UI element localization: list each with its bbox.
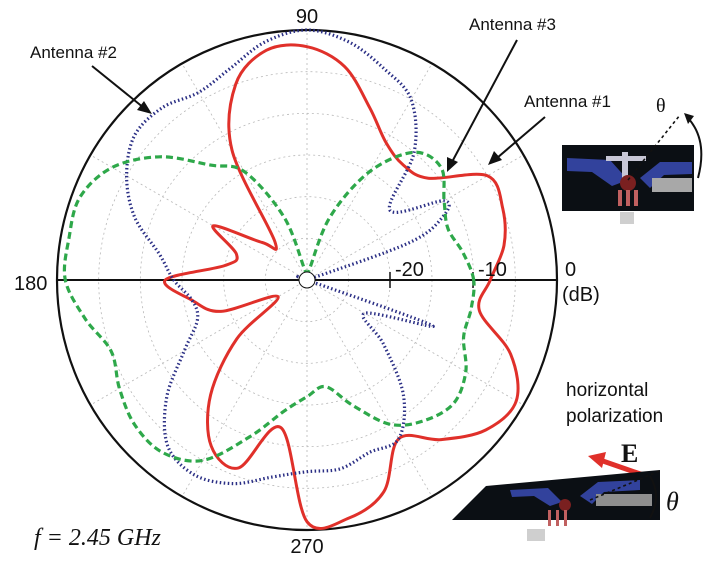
- series-layer: [62, 28, 520, 530]
- frequency-annotation: f = 2.45 GHz: [34, 525, 162, 551]
- arrowhead-antenna-2: [137, 101, 152, 114]
- radial-unit-label: (dB): [562, 284, 600, 306]
- theta-arc-top: [687, 117, 703, 179]
- electric-field-arrowhead: [588, 452, 606, 468]
- legend-label-antenna-1: Antenna #1: [524, 92, 611, 111]
- angle-label-0: 0: [565, 259, 576, 281]
- grid-spoke: [306, 154, 524, 281]
- arrowhead-antenna-1: [488, 151, 502, 165]
- angle-label-270: 270: [290, 536, 323, 558]
- arrow-antenna-2: [91, 65, 145, 109]
- series-antenna-2: [125, 28, 451, 486]
- theta-label-top: θ: [656, 95, 666, 117]
- antenna-board-bottom-image: [452, 470, 660, 541]
- legend-label-antenna-3: Antenna #3: [469, 15, 556, 34]
- theta-arc-bottom: [649, 475, 657, 519]
- antenna-board-top-image: [562, 145, 694, 224]
- theta-guide-bottom: [589, 469, 663, 501]
- arrow-antenna-1: [496, 116, 546, 159]
- polarization-label-line-2: polarization: [566, 406, 663, 427]
- grid-spoke: [306, 279, 433, 497]
- grid-spoke: [90, 154, 308, 281]
- radial-tick-label-minus20: -20: [395, 259, 424, 281]
- angle-label-90: 90: [296, 6, 318, 28]
- grid-spoke: [90, 279, 308, 406]
- electric-field-label: E: [621, 439, 638, 468]
- radial-tick-label-minus10: -10: [478, 259, 507, 281]
- theta-guide-top: [627, 114, 681, 181]
- angle-label-180: 180: [14, 273, 47, 295]
- polarization-label-line-1: horizontal: [566, 380, 648, 401]
- arrowhead-antenna-3: [447, 157, 458, 172]
- theta-arrowhead-top: [684, 113, 694, 124]
- legend-label-antenna-2: Antenna #2: [30, 43, 117, 62]
- center-marker: [298, 271, 316, 289]
- arrow-antenna-3: [451, 39, 518, 163]
- theta-label-bottom: θ: [666, 487, 679, 516]
- series-antenna-3: [62, 150, 476, 463]
- grid-spoke: [181, 279, 308, 497]
- grid-spoke: [306, 279, 524, 406]
